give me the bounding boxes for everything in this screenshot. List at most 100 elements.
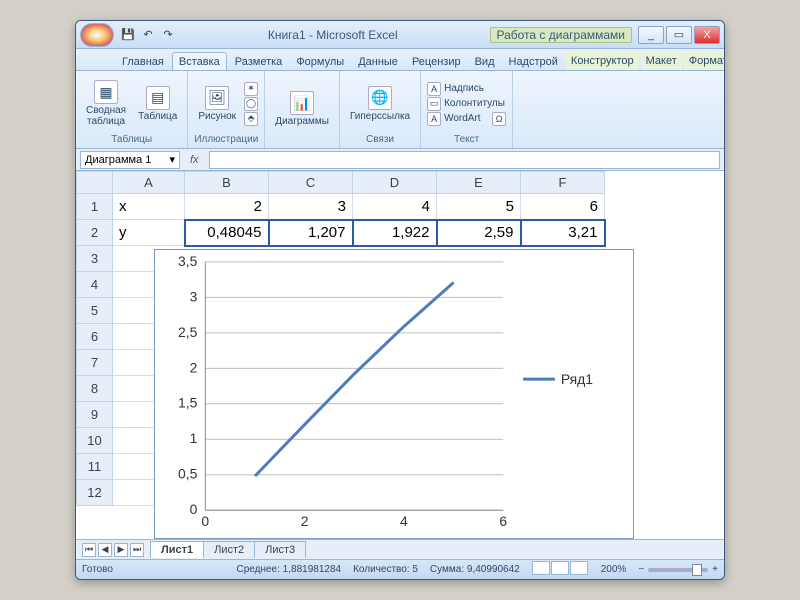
row-header[interactable]: 6 — [77, 324, 113, 350]
wordart-icon: A — [427, 112, 441, 126]
status-count: Количество: 5 — [353, 564, 418, 575]
svg-text:0: 0 — [201, 513, 209, 529]
cell[interactable]: 3 — [269, 194, 353, 220]
group-illus-label: Иллюстрации — [194, 134, 258, 146]
textbox-button[interactable]: AНадпись — [427, 82, 506, 96]
col-header[interactable]: B — [185, 172, 269, 194]
header-icon: ▭ — [427, 97, 441, 111]
hyperlink-button[interactable]: 🌐Гиперссылка — [346, 84, 414, 124]
maximize-button[interactable]: ▭ — [666, 26, 692, 44]
minimize-button[interactable]: _ — [638, 26, 664, 44]
group-text-label: Текст — [427, 134, 506, 146]
shapes-button[interactable]: ◯ — [244, 97, 258, 111]
pivot-table-button[interactable]: ▦Сводная таблица — [82, 78, 130, 129]
select-all-corner[interactable] — [77, 172, 113, 194]
save-icon[interactable]: 💾 — [120, 27, 136, 43]
excel-window: 💾 ↶ ↷ Книга1 - Microsoft Excel Работа с … — [75, 20, 725, 580]
row-header[interactable]: 11 — [77, 454, 113, 480]
table-icon: ▤ — [146, 86, 170, 110]
cell[interactable]: y — [113, 220, 185, 246]
sheet-tab[interactable]: Лист2 — [203, 541, 255, 558]
office-button[interactable] — [80, 23, 114, 47]
svg-text:2: 2 — [301, 513, 309, 529]
cell[interactable]: 1,922 — [353, 220, 437, 246]
tab-data[interactable]: Данные — [352, 53, 404, 70]
titlebar: 💾 ↶ ↷ Книга1 - Microsoft Excel Работа с … — [76, 21, 724, 49]
row-header[interactable]: 7 — [77, 350, 113, 376]
charts-button[interactable]: 📊Диаграммы — [271, 89, 333, 129]
col-header[interactable]: E — [437, 172, 521, 194]
tab-chart-format[interactable]: Формат — [684, 52, 725, 70]
cell[interactable]: 2 — [185, 194, 269, 220]
zoom-slider[interactable]: −+ — [638, 564, 718, 575]
tab-insert[interactable]: Вставка — [172, 52, 227, 70]
row-header[interactable]: 10 — [77, 428, 113, 454]
row-header[interactable]: 9 — [77, 402, 113, 428]
cell[interactable]: 1,207 — [269, 220, 353, 246]
smartart-button[interactable]: ⬘ — [244, 112, 258, 126]
col-header[interactable]: D — [353, 172, 437, 194]
view-buttons[interactable] — [532, 561, 589, 578]
tab-chart-layout[interactable]: Макет — [641, 52, 682, 70]
row-header[interactable]: 2 — [77, 220, 113, 246]
row-header[interactable]: 12 — [77, 480, 113, 506]
row-header[interactable]: 8 — [77, 376, 113, 402]
prev-sheet-icon[interactable]: ◀ — [98, 543, 112, 557]
svg-text:4: 4 — [400, 513, 408, 529]
sheet-tab[interactable]: Лист3 — [254, 541, 306, 558]
cell[interactable]: 3,21 — [521, 220, 605, 246]
tab-layout[interactable]: Разметка — [229, 53, 289, 70]
wordart-button[interactable]: AWordArt Ω — [427, 112, 506, 126]
formula-input[interactable] — [209, 151, 720, 169]
tab-addins[interactable]: Надстрой — [503, 53, 564, 70]
row-header[interactable]: 4 — [77, 272, 113, 298]
svg-text:1: 1 — [190, 430, 198, 446]
cell[interactable]: 0,48045 — [185, 220, 269, 246]
worksheet-grid[interactable]: A B C D E F 1 x 2 3 4 5 6 2 y 0,48045 1,… — [76, 171, 724, 539]
tab-review[interactable]: Рецензир — [406, 53, 467, 70]
svg-text:2: 2 — [190, 359, 198, 375]
undo-icon[interactable]: ↶ — [140, 27, 156, 43]
tab-chart-design[interactable]: Конструктор — [566, 52, 639, 70]
picture-button[interactable]: 🖼Рисунок — [194, 84, 240, 124]
last-sheet-icon[interactable]: ⏭ — [130, 543, 144, 557]
formula-bar: Диаграмма 1▾ fx — [76, 149, 724, 171]
table-button[interactable]: ▤Таблица — [134, 84, 181, 124]
zoom-level[interactable]: 200% — [601, 564, 627, 575]
first-sheet-icon[interactable]: ⏮ — [82, 543, 96, 557]
status-avg: Среднее: 1,881981284 — [237, 564, 342, 575]
row-header[interactable]: 1 — [77, 194, 113, 220]
svg-text:0,5: 0,5 — [178, 466, 198, 482]
cell[interactable]: 4 — [353, 194, 437, 220]
smartart-icon: ⬘ — [244, 112, 258, 126]
cell[interactable]: x — [113, 194, 185, 220]
next-sheet-icon[interactable]: ▶ — [114, 543, 128, 557]
col-header[interactable]: A — [113, 172, 185, 194]
embedded-chart[interactable]: 00,511,522,533,50246Ряд1 — [154, 249, 634, 539]
chevron-down-icon[interactable]: ▾ — [169, 153, 175, 166]
picture-icon: 🖼 — [205, 86, 229, 110]
tab-view[interactable]: Вид — [469, 53, 501, 70]
fx-icon[interactable]: fx — [184, 154, 205, 166]
pivot-icon: ▦ — [94, 80, 118, 104]
cell[interactable]: 2,59 — [437, 220, 521, 246]
clipart-button[interactable]: ✶ — [244, 82, 258, 96]
cell[interactable]: 5 — [437, 194, 521, 220]
row-header[interactable]: 3 — [77, 246, 113, 272]
chart-canvas: 00,511,522,533,50246Ряд1 — [155, 250, 633, 538]
cell[interactable]: 6 — [521, 194, 605, 220]
status-bar: Готово Среднее: 1,881981284 Количество: … — [76, 559, 724, 579]
name-box[interactable]: Диаграмма 1▾ — [80, 151, 180, 169]
tab-home[interactable]: Главная — [116, 53, 170, 70]
svg-text:3,5: 3,5 — [178, 253, 198, 269]
close-button[interactable]: X — [694, 26, 720, 44]
ribbon: ▦Сводная таблица ▤Таблица Таблицы 🖼Рисун… — [76, 71, 724, 149]
redo-icon[interactable]: ↷ — [160, 27, 176, 43]
ribbon-tabs: Главная Вставка Разметка Формулы Данные … — [76, 49, 724, 71]
tab-formulas[interactable]: Формулы — [290, 53, 350, 70]
row-header[interactable]: 5 — [77, 298, 113, 324]
sheet-tab[interactable]: Лист1 — [150, 541, 204, 558]
col-header[interactable]: C — [269, 172, 353, 194]
headerfooter-button[interactable]: ▭Колонтитулы — [427, 97, 506, 111]
col-header[interactable]: F — [521, 172, 605, 194]
